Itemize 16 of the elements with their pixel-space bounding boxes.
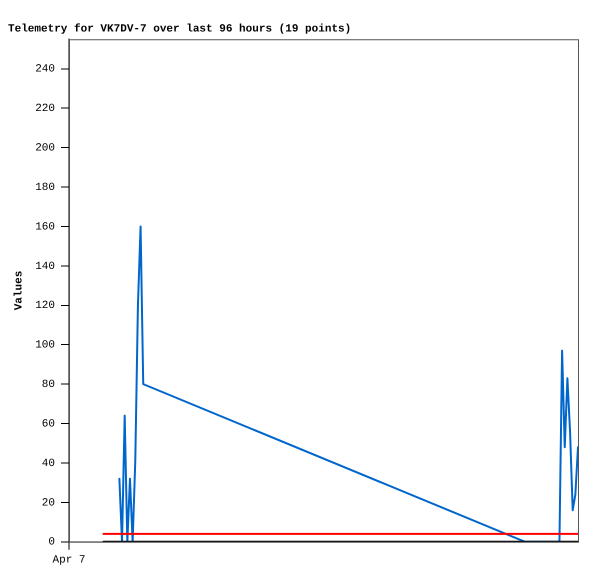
chart-title: Telemetry for VK7DV-7 over last 96 hours (19 points): [8, 22, 352, 36]
y-tick-label: 40: [42, 458, 56, 470]
y-tick-label: 0: [48, 536, 56, 549]
y-tick-label: 20: [42, 497, 56, 510]
y-tick-label: 220: [35, 103, 56, 116]
y-tick-label: 80: [42, 379, 56, 392]
y-axis-title: Values: [13, 270, 26, 310]
x-tick-label: Apr 7: [52, 554, 86, 566]
y-tick-label: 100: [35, 340, 56, 352]
y-tick-label: 120: [35, 300, 56, 312]
y-tick-label: 60: [42, 418, 56, 430]
y-tick-label: 160: [35, 221, 56, 234]
y-tick-label: 180: [35, 182, 56, 194]
y-tick-label: 140: [35, 260, 56, 273]
y-tick-label: 240: [35, 64, 56, 76]
y-tick-label: 200: [35, 142, 56, 155]
